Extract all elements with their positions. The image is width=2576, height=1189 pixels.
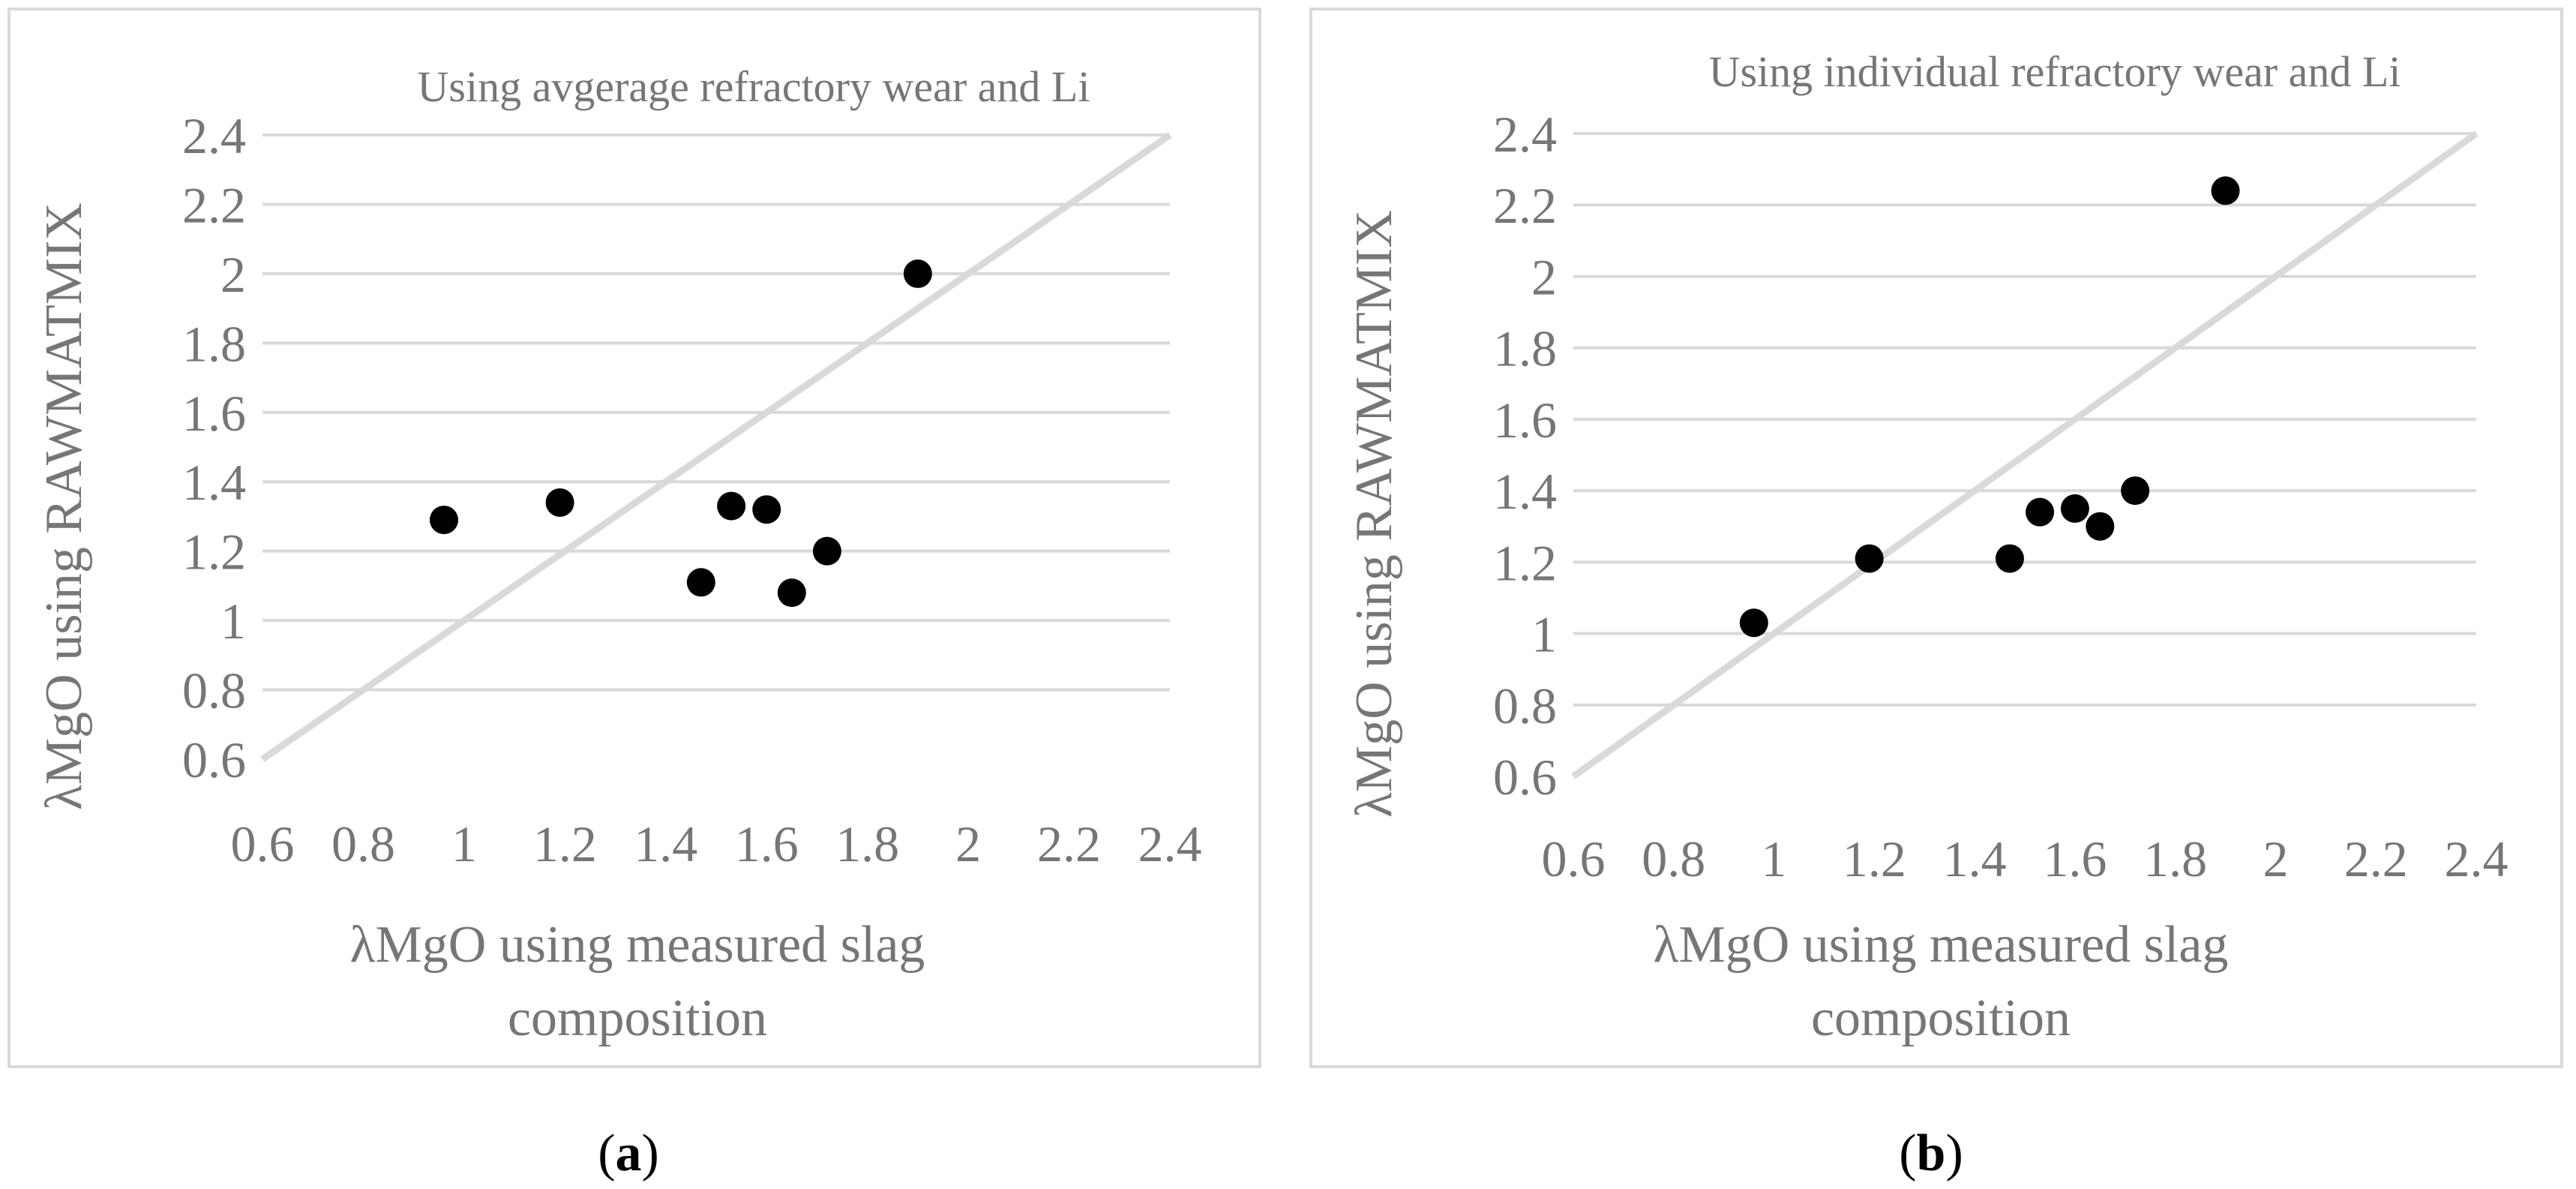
chart-a-ytick-label: 1.4 — [182, 454, 246, 511]
chart-a-xtick-label: 2.2 — [1037, 815, 1101, 872]
chart-a-ylabel: λMgO using RAWMATMIX — [35, 203, 93, 810]
chart-panel-a: Using avgerage refractory wear and Li 0.… — [7, 8, 1261, 1182]
chart-a-ytick-label: 1.8 — [182, 315, 246, 372]
chart-a-data-point — [777, 578, 806, 608]
chart-a-reference-line — [260, 132, 1172, 762]
chart-b-ytick-label: 1.2 — [1493, 534, 1557, 591]
chart-a-xtick-label: 1.4 — [634, 815, 697, 872]
chart-a-xtick-label: 0.8 — [331, 815, 395, 872]
chart-b-data-point — [2211, 176, 2240, 206]
chart-a-points — [430, 259, 932, 608]
chart-b-reference-line — [1571, 131, 2479, 779]
chart-b-data-point — [2026, 497, 2055, 527]
chart-a-xtick-label: 2 — [955, 815, 981, 872]
chart-b-caption-close: ) — [1945, 1124, 1963, 1182]
chart-a-ytick-label: 1 — [220, 593, 246, 650]
chart-a-ytick-label: 2 — [220, 246, 246, 303]
chart-a-ytick-label: 2.2 — [182, 176, 246, 233]
chart-a-gridlines — [262, 134, 1170, 692]
chart-b-title: Using individual refractory wear and Li — [1709, 47, 2401, 96]
chart-b-ytick-label: 0.6 — [1493, 749, 1557, 806]
chart-b-xtick-label: 0.8 — [1642, 830, 1705, 887]
chart-b-caption: (b) — [1899, 1124, 1963, 1182]
chart-b-xtick-label: 2 — [2263, 830, 2288, 887]
chart-a-caption-close: ) — [642, 1124, 659, 1182]
chart-b-xtick-label: 1 — [1762, 830, 1787, 887]
chart-a-caption-letter: a — [616, 1124, 642, 1182]
chart-b-ytick-label: 0.8 — [1493, 677, 1557, 734]
chart-a-data-point — [752, 495, 781, 524]
chart-a-xtick-label: 1.2 — [533, 815, 597, 872]
chart-a-frame — [7, 8, 1261, 1068]
chart-b-caption-letter: b — [1917, 1124, 1946, 1182]
chart-b-ytick-labels: 0.6 0.8 1 1.2 1.4 1.6 1.8 2 2.2 2.4 — [1493, 106, 1557, 806]
chart-b-xlabel-line2: composition — [1811, 989, 2071, 1047]
chart-b-ytick-label: 1 — [1531, 606, 1557, 663]
chart-a-xlabel-line2: composition — [508, 989, 767, 1047]
chart-b-data-point — [1739, 608, 1768, 638]
chart-a-xtick-labels: 0.6 0.8 1 1.2 1.4 1.6 1.8 2 2.2 2.4 — [231, 815, 1202, 872]
chart-b-points — [1739, 176, 2240, 638]
chart-a-data-point — [545, 488, 574, 517]
chart-a-xtick-label: 1.6 — [735, 815, 799, 872]
chart-b-xtick-label: 1.4 — [1943, 830, 2007, 887]
chart-b-data-point — [2086, 512, 2115, 541]
chart-a-caption: (a) — [598, 1124, 659, 1182]
chart-a-caption-open: ( — [598, 1124, 615, 1182]
chart-a-ytick-label: 2.4 — [182, 107, 246, 164]
chart-a-xtick-label: 1 — [451, 815, 477, 872]
chart-a-data-point — [430, 506, 458, 535]
chart-a-data-point — [717, 491, 746, 521]
chart-b-xtick-label: 1.6 — [2043, 830, 2107, 887]
chart-b-data-point — [1855, 544, 1884, 573]
chart-a-data-point — [812, 536, 841, 566]
chart-a-xtick-label: 0.6 — [231, 815, 295, 872]
chart-b-gridlines — [1573, 132, 2476, 707]
chart-a-ytick-label: 1.6 — [182, 385, 246, 442]
chart-b-ytick-label: 2 — [1531, 248, 1557, 305]
chart-b-ytick-label: 2.4 — [1493, 106, 1557, 163]
chart-a-xtick-label: 1.8 — [835, 815, 899, 872]
chart-a-ytick-labels: 0.6 0.8 1 1.2 1.4 1.6 1.8 2 2.2 2.4 — [182, 107, 246, 788]
chart-b-xtick-label: 0.6 — [1542, 830, 1606, 887]
chart-a-ytick-label: 0.6 — [182, 731, 246, 788]
chart-b-xtick-label: 2.4 — [2445, 830, 2509, 887]
chart-b-ytick-label: 1.6 — [1493, 392, 1557, 449]
chart-a-xlabel-line1: λMgO using measured slag — [350, 916, 925, 974]
chart-a-title: Using avgerage refractory wear and Li — [418, 62, 1090, 111]
chart-b-xtick-label: 1.2 — [1843, 830, 1906, 887]
chart-b-ytick-label: 1.4 — [1493, 463, 1557, 520]
chart-b-xtick-label: 2.2 — [2344, 830, 2408, 887]
chart-b-frame — [1309, 8, 2563, 1068]
chart-a-ytick-label: 0.8 — [182, 662, 246, 719]
chart-b-ytick-label: 2.2 — [1493, 177, 1557, 234]
chart-a-xtick-label: 2.4 — [1138, 815, 1202, 872]
chart-b-xtick-label: 1.8 — [2143, 830, 2207, 887]
chart-b-ylabel: λMgO using RAWMATMIX — [1345, 210, 1403, 818]
chart-b-xlabel-line1: λMgO using measured slag — [1654, 916, 2229, 974]
chart-b-caption-open: ( — [1899, 1124, 1916, 1182]
chart-a-data-point — [686, 568, 715, 597]
chart-b-data-point — [2060, 494, 2089, 523]
chart-b-data-point — [1995, 544, 2024, 573]
chart-a-data-point — [903, 259, 932, 288]
chart-b-data-point — [2121, 476, 2150, 506]
chart-panel-b: Using individual refractory wear and Li … — [1309, 8, 2563, 1182]
chart-a-ytick-label: 1.2 — [182, 524, 246, 581]
chart-b-xtick-labels: 0.6 0.8 1 1.2 1.4 1.6 1.8 2 2.2 2.4 — [1542, 830, 2509, 887]
chart-b-ytick-label: 1.8 — [1493, 320, 1557, 377]
